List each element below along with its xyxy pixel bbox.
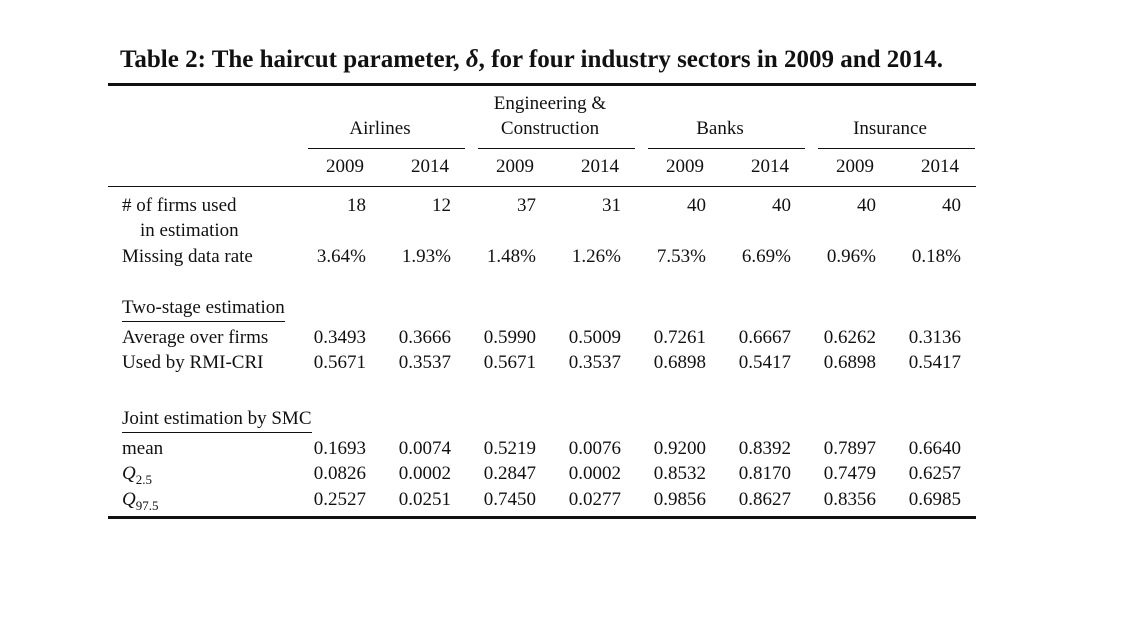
section-title-joint: Joint estimation by SMC <box>122 408 312 433</box>
table-cell: 40 <box>942 195 961 216</box>
group-header-line1: Engineering & <box>493 93 607 114</box>
table-cell: 37 <box>517 195 536 216</box>
year-header: 2009 <box>836 156 874 177</box>
year-header: 2014 <box>751 156 789 177</box>
year-header: 2009 <box>666 156 704 177</box>
table-cell: 0.6898 <box>823 352 876 373</box>
table-cell: 0.6262 <box>823 327 876 348</box>
table-cell: 3.64% <box>316 246 366 267</box>
table-cell: 0.6898 <box>653 352 706 373</box>
row-label-quantile: Q2.5 <box>122 463 152 491</box>
table-cell: 0.5990 <box>483 327 536 348</box>
bottom-rule <box>108 516 976 519</box>
year-header: 2009 <box>496 156 534 177</box>
quantile-subscript: 97.5 <box>135 497 159 513</box>
table-cell: 0.3666 <box>398 327 451 348</box>
table-cell: 0.0076 <box>568 438 621 459</box>
table-cell: 0.3493 <box>313 327 366 348</box>
table-cell: 0.1693 <box>313 438 366 459</box>
table-cell: 31 <box>602 195 621 216</box>
group-header: Banks <box>696 118 744 139</box>
row-label: mean <box>122 438 164 459</box>
group-header: Insurance <box>853 118 927 139</box>
table-cell: 0.5671 <box>313 352 366 373</box>
table-cell: 0.3537 <box>568 352 621 373</box>
row-label: # of firms used <box>122 195 237 216</box>
table-cell: 0.8532 <box>653 463 706 484</box>
caption-text: The haircut parameter, <box>211 46 460 73</box>
group-header-rule <box>818 148 975 149</box>
quantile-subscript: 2.5 <box>135 471 152 487</box>
quantile-symbol: Q <box>122 463 136 484</box>
year-header: 2014 <box>411 156 449 177</box>
table-cell: 0.5417 <box>908 352 961 373</box>
table-cell: 0.6667 <box>738 327 791 348</box>
year-header: 2009 <box>326 156 364 177</box>
table-cell: 0.0002 <box>398 463 451 484</box>
quantile-symbol: Q <box>122 489 136 510</box>
table-cell: 0.8356 <box>823 489 876 510</box>
table-cell: 40 <box>687 195 706 216</box>
table-cell: 1.26% <box>571 246 621 267</box>
table-cell: 0.5417 <box>738 352 791 373</box>
table-cell: 1.48% <box>486 246 536 267</box>
group-header: Airlines <box>349 118 411 139</box>
row-label: Used by RMI-CRI <box>122 352 264 373</box>
table-cell: 0.0277 <box>568 489 621 510</box>
table-cell: 0.6640 <box>908 438 961 459</box>
table-cell: 0.6985 <box>908 489 961 510</box>
group-header-rule <box>308 148 465 149</box>
table-cell: 12 <box>432 195 451 216</box>
table-cell: 40 <box>857 195 876 216</box>
table-cell: 0.7261 <box>653 327 706 348</box>
year-header: 2014 <box>921 156 959 177</box>
table-cell: 0.0251 <box>398 489 451 510</box>
caption-symbol: δ <box>465 46 479 73</box>
header-rule <box>108 186 976 187</box>
table-cell: 7.53% <box>656 246 706 267</box>
group-header-rule <box>648 148 805 149</box>
table-cell: 0.0074 <box>398 438 451 459</box>
table-cell: 0.7897 <box>823 438 876 459</box>
table-cell: 1.93% <box>401 246 451 267</box>
table-cell: 40 <box>772 195 791 216</box>
table-cell: 0.96% <box>826 246 876 267</box>
table-cell: 6.69% <box>741 246 791 267</box>
table-cell: 0.5219 <box>483 438 536 459</box>
row-label: Average over firms <box>122 327 269 348</box>
table-cell: 0.2527 <box>313 489 366 510</box>
table-cell: 0.9856 <box>653 489 706 510</box>
row-label-cont: in estimation <box>140 220 239 241</box>
group-header-rule <box>478 148 635 149</box>
table-cell: 0.0826 <box>313 463 366 484</box>
table-cell: 0.8627 <box>738 489 791 510</box>
table-cell: 0.7450 <box>483 489 536 510</box>
table-cell: 0.2847 <box>483 463 536 484</box>
table-cell: 0.3136 <box>908 327 961 348</box>
group-header: Construction <box>500 118 600 139</box>
table-cell: 0.7479 <box>823 463 876 484</box>
section-title-two-stage: Two-stage estimation <box>122 297 285 322</box>
table-cell: 0.18% <box>911 246 961 267</box>
table-cell: 0.3537 <box>398 352 451 373</box>
top-rule <box>108 83 976 86</box>
caption-text-end: , for four industry sectors in 2009 and … <box>478 46 944 73</box>
table-cell: 0.8392 <box>738 438 791 459</box>
year-header: 2014 <box>581 156 619 177</box>
table-cell: 0.5009 <box>568 327 621 348</box>
row-label-quantile: Q97.5 <box>122 489 158 517</box>
table-cell: 0.6257 <box>908 463 961 484</box>
row-label: Missing data rate <box>122 246 253 267</box>
caption-label: Table 2: <box>120 46 206 73</box>
table-cell: 18 <box>347 195 366 216</box>
table-cell: 0.9200 <box>653 438 706 459</box>
table-cell: 0.5671 <box>483 352 536 373</box>
table-cell: 0.8170 <box>738 463 791 484</box>
table-cell: 0.0002 <box>568 463 621 484</box>
table-caption: Table 2: The haircut parameter, δ, for f… <box>120 46 980 74</box>
